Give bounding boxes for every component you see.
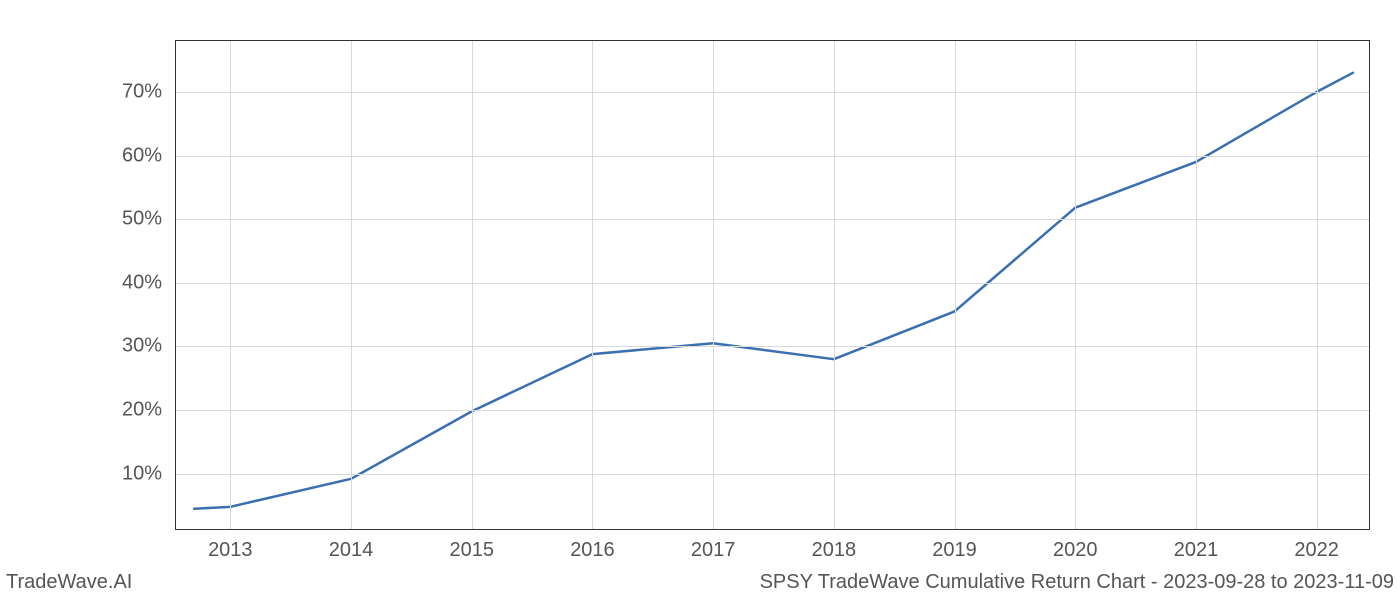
- grid-line-horizontal: [176, 410, 1369, 411]
- x-tick-label: 2014: [329, 539, 374, 562]
- grid-line-vertical: [1317, 41, 1318, 529]
- return-line-series: [194, 73, 1353, 509]
- plot-area: 2013201420152016201720182019202020212022…: [175, 40, 1370, 530]
- line-chart-svg: [176, 41, 1371, 531]
- grid-line-vertical: [955, 41, 956, 529]
- grid-line-horizontal: [176, 474, 1369, 475]
- x-tick-label: 2017: [691, 539, 736, 562]
- grid-line-horizontal: [176, 283, 1369, 284]
- y-tick-label: 60%: [122, 144, 162, 167]
- y-tick-label: 20%: [122, 399, 162, 422]
- grid-line-horizontal: [176, 219, 1369, 220]
- grid-line-vertical: [351, 41, 352, 529]
- x-tick-label: 2022: [1294, 539, 1339, 562]
- y-tick-label: 40%: [122, 271, 162, 294]
- grid-line-vertical: [1196, 41, 1197, 529]
- y-tick-label: 70%: [122, 80, 162, 103]
- x-tick-label: 2020: [1053, 539, 1098, 562]
- grid-line-vertical: [834, 41, 835, 529]
- grid-line-vertical: [713, 41, 714, 529]
- x-tick-label: 2021: [1174, 539, 1219, 562]
- x-tick-label: 2013: [208, 539, 253, 562]
- footer-left-label: TradeWave.AI: [6, 571, 132, 594]
- x-tick-label: 2019: [932, 539, 977, 562]
- x-tick-label: 2016: [570, 539, 615, 562]
- grid-line-vertical: [472, 41, 473, 529]
- x-tick-label: 2015: [449, 539, 494, 562]
- grid-line-vertical: [1075, 41, 1076, 529]
- grid-line-horizontal: [176, 156, 1369, 157]
- chart-container: 2013 2014 2015 2016 2017 2018 2019 2020 2021 2022…: [0, 0, 1400, 600]
- x-tick-label: 2018: [812, 539, 857, 562]
- footer-right-label: SPSY TradeWave Cumulative Return Chart -…: [760, 571, 1394, 594]
- y-tick-label: 50%: [122, 208, 162, 231]
- grid-line-vertical: [592, 41, 593, 529]
- y-tick-label: 10%: [122, 462, 162, 485]
- grid-line-horizontal: [176, 92, 1369, 93]
- y-tick-label: 30%: [122, 335, 162, 358]
- grid-line-horizontal: [176, 346, 1369, 347]
- grid-line-vertical: [230, 41, 231, 529]
